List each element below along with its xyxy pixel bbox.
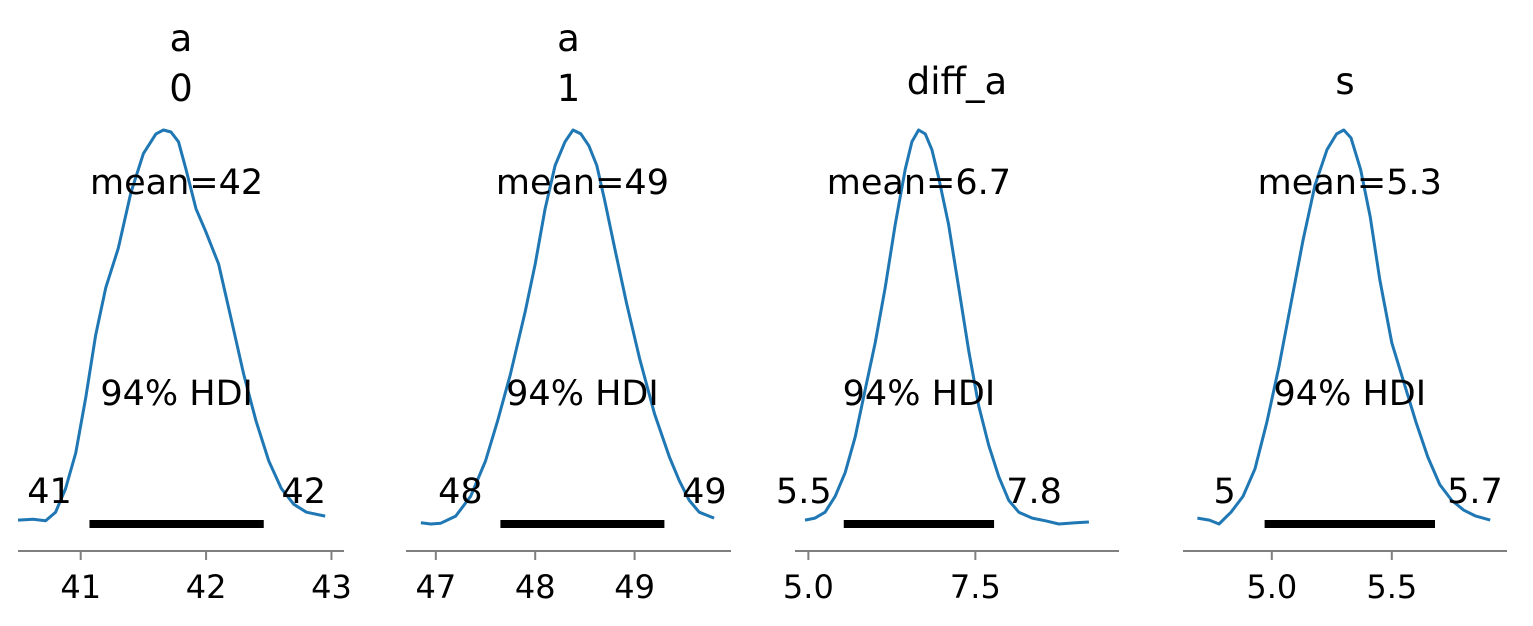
subplot-title-line: 0 [169,67,193,110]
subplot-1: a 1 mean=49 94% HDI 48 49 47 48 49 [406,17,731,606]
x-tick-label: 5.0 [783,568,834,606]
hdi-high-label: 5.7 [1447,472,1503,512]
subplot-title-line: a [170,17,193,60]
x-tick-label: 48 [515,568,556,606]
x-tick-label: 43 [311,568,352,606]
hdi-high-label: 42 [281,472,326,512]
x-tick-label: 5.0 [1246,568,1297,606]
x-tick-label: 49 [614,568,655,606]
kde-density-line [1197,128,1491,526]
kde-density-line [17,128,326,523]
subplot-title-line: diff_a [907,60,1007,103]
hdi-low-label: 48 [438,472,483,512]
hdi-high-label: 49 [682,472,727,512]
mean-label: mean=49 [496,163,669,203]
x-tick-label: 47 [415,568,456,606]
mean-label: mean=42 [90,163,263,203]
mean-label: mean=6.7 [827,163,1011,203]
x-tick-label: 41 [60,568,101,606]
hdi-label: 94% HDI [506,374,659,414]
subplot-title-line: a [557,17,580,60]
hdi-label: 94% HDI [100,374,253,414]
hdi-high-label: 7.8 [1006,472,1062,512]
hdi-low-label: 5.5 [776,472,832,512]
hdi-label: 94% HDI [1274,374,1427,414]
x-tick-label: 7.5 [950,568,1001,606]
x-tick-label: 42 [186,568,227,606]
hdi-low-label: 41 [27,472,72,512]
subplot-3: s mean=5.3 94% HDI 5 5.7 5.0 5.5 [1183,60,1507,606]
mean-label: mean=5.3 [1258,163,1442,203]
hdi-low-label: 5 [1213,472,1235,512]
subplot-title-line: 1 [557,67,581,110]
subplot-2: diff_a mean=6.7 94% HDI 5.5 7.8 5.0 7.5 [776,60,1119,606]
subplot-0: a 0 mean=42 94% HDI 41 42 41 42 43 [17,17,352,606]
kde-density-line [420,128,715,526]
subplot-title-line: s [1335,60,1354,103]
x-tick-label: 5.5 [1366,568,1417,606]
hdi-label: 94% HDI [843,374,996,414]
kde-density-line [804,128,1089,526]
